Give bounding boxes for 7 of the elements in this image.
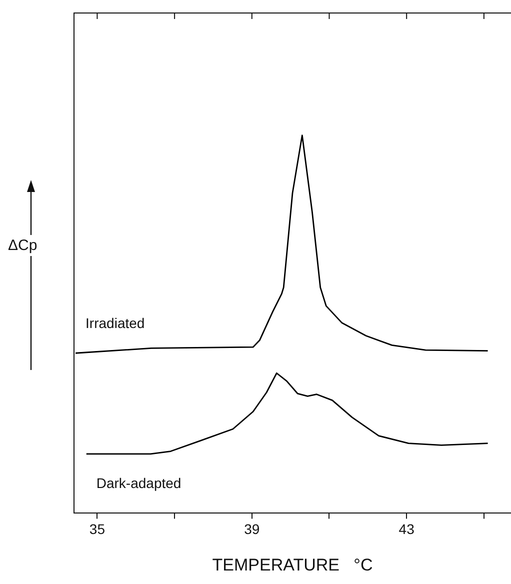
y-axis-title: ΔCp — [8, 235, 38, 256]
x-axis-title: TEMPERATURE °C — [212, 555, 373, 574]
x-tick-label: 35 — [89, 521, 106, 538]
x-tick-label: 39 — [244, 521, 260, 538]
x-tick-label: 43 — [398, 521, 415, 538]
series-label: Irradiated — [86, 315, 145, 332]
series-label: Dark-adapted — [96, 474, 182, 491]
